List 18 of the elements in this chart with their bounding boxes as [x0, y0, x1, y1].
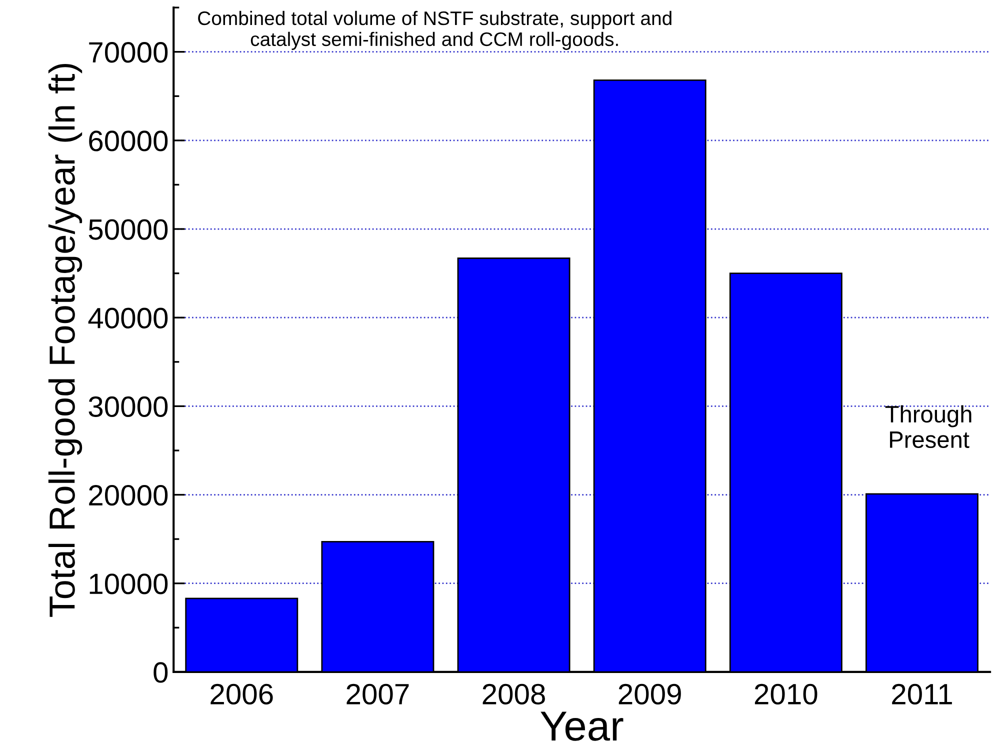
y-tick-label: 20000	[89, 484, 168, 506]
annotation: Through Present	[885, 405, 972, 448]
y-tick-label: 40000	[88, 308, 168, 328]
x-tick-label: 2011	[892, 684, 952, 704]
x-tick-label: 2010	[754, 684, 818, 704]
x-tick-label: 2007	[346, 684, 409, 704]
y-tick-label: 50000	[88, 219, 168, 240]
y-axis-title: Total Roll-good Footage/year (ln ft)	[48, 64, 82, 617]
annotation: Combined total volume of NSTF substrate, support and catalyst semi-finished and CCM roll-goods.	[198, 10, 672, 50]
y-tick-label: 30000	[88, 396, 168, 418]
y-tick-label: 0	[154, 662, 168, 683]
x-tick-label: 2008	[482, 684, 545, 704]
y-tick-label: 70000	[89, 42, 168, 63]
x-tick-label: 2009	[618, 684, 681, 704]
x-tick-label: 2006	[210, 684, 273, 704]
x-axis-title: Year	[540, 712, 624, 741]
y-tick-label: 60000	[89, 130, 168, 152]
y-tick-label: 10000	[90, 574, 168, 594]
